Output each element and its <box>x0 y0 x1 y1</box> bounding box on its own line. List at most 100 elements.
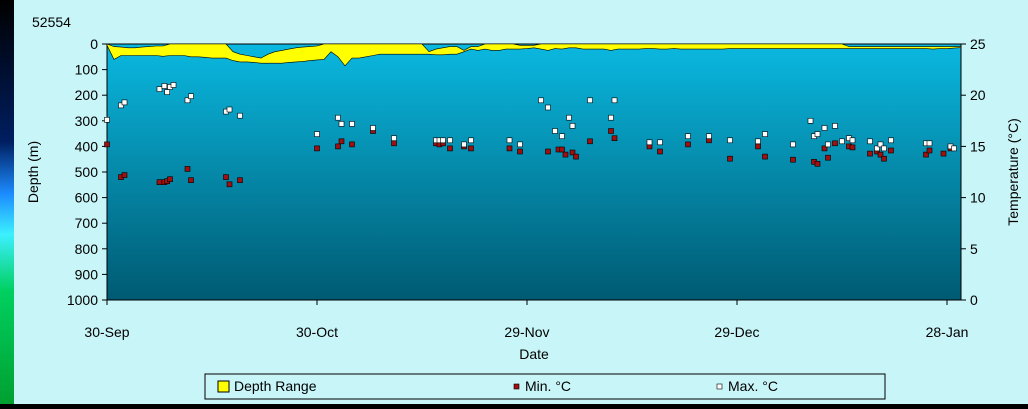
max-temp-point <box>569 123 576 129</box>
x-tick-label: 30-Oct <box>296 324 338 340</box>
x-axis-label: Date <box>519 346 549 362</box>
chart-title: 52554 <box>32 14 71 30</box>
max-temp-point <box>867 138 873 145</box>
depth-range-area <box>106 43 962 67</box>
min-temp-point <box>926 147 933 154</box>
min-temp-point <box>184 166 191 172</box>
min-temp-point <box>573 153 579 160</box>
min-temp-point <box>335 143 341 150</box>
y-right-tick-label: 15 <box>970 138 986 154</box>
chart-panel: 52554 0 100 200 300 400 500 600 700 800 900 1000 0 5… <box>14 0 1028 404</box>
max-temp-point <box>611 97 618 104</box>
decorative-gradient-bar <box>0 0 14 404</box>
max-temp-point <box>839 138 845 145</box>
max-temp-point <box>755 138 761 145</box>
y-left-tick-label: 200 <box>75 87 99 103</box>
max-temp-point <box>370 125 376 131</box>
max-temp-point <box>314 131 320 137</box>
max-temp-point <box>506 137 513 144</box>
min-temp-point <box>814 161 821 167</box>
min-temp-point <box>237 177 243 183</box>
min-temp-point <box>104 141 110 148</box>
x-tick-label: 29-Nov <box>504 324 549 340</box>
min-temp-point <box>825 154 831 161</box>
axes-layer: 0 100 200 300 400 500 600 700 800 900 1000 0 5 10 15 20… <box>67 36 986 340</box>
y-left-tick-label: 0 <box>90 36 98 52</box>
depth-range-layer <box>106 43 962 67</box>
min-temp-point <box>867 150 873 157</box>
min-temp-point <box>545 148 551 155</box>
min-temp-point <box>923 151 929 158</box>
min-temp-point <box>849 144 856 151</box>
y-left-tick-label: 400 <box>75 138 99 154</box>
legend-depth-range-label: Depth Range <box>234 378 317 394</box>
y-right-tick-label: 25 <box>970 36 986 52</box>
max-temp-point <box>587 97 593 104</box>
min-temp-point <box>608 128 614 134</box>
max-temp-point <box>877 141 884 148</box>
max-temp-point <box>440 137 446 144</box>
min-temp-point <box>940 150 947 157</box>
y-left-tick-label: 1000 <box>67 292 98 308</box>
min-temp-point <box>188 177 194 183</box>
min-temp-point <box>391 140 397 147</box>
y-left-tick-label: 700 <box>75 215 99 231</box>
max-temp-point <box>832 123 838 129</box>
y-left-tick-label: 600 <box>75 190 99 206</box>
max-temp-point <box>468 137 474 144</box>
min-temp-point <box>349 141 355 148</box>
min-temp-point <box>762 153 768 160</box>
max-temp-point <box>161 83 168 89</box>
y-right-tick-label: 20 <box>970 87 986 103</box>
max-temp-point <box>706 133 712 139</box>
legend-box <box>204 373 886 400</box>
min-temp-point <box>517 148 523 155</box>
y-right-tick-label: 0 <box>970 292 978 308</box>
max-temp-point <box>874 145 880 152</box>
min-temp-point <box>881 155 887 162</box>
max-temp-point <box>104 117 110 123</box>
max-temp-point <box>538 97 544 104</box>
max-temp-point <box>566 114 572 121</box>
max-temp-point <box>608 114 614 121</box>
max-temp-point <box>338 121 345 127</box>
max-temp-point <box>888 137 894 144</box>
min-temp-point <box>167 176 173 182</box>
y-left-tick-label: 300 <box>75 113 99 129</box>
max-temp-point <box>559 133 565 139</box>
max-temp-point <box>646 139 653 146</box>
min-temp-point <box>121 172 128 178</box>
min-temperature-series <box>104 128 954 188</box>
x-tick-label: 29-Dec <box>714 324 759 340</box>
max-temp-point <box>391 135 397 141</box>
min-temp-point <box>727 155 733 162</box>
min-temp-point <box>790 156 796 163</box>
min-temp-point <box>755 143 761 150</box>
legend: Depth Range Min. °C Max. °C <box>204 373 886 400</box>
max-temp-point <box>545 104 551 111</box>
max-temp-point <box>951 145 957 152</box>
min-temp-point <box>821 145 828 152</box>
y-right-tick-label: 5 <box>970 241 978 257</box>
y-left-tick-label: 900 <box>75 266 99 282</box>
max-temp-point <box>849 137 856 144</box>
max-temp-point <box>156 86 163 92</box>
max-temp-point <box>164 89 170 95</box>
depth-temperature-chart: 52554 0 100 200 300 400 500 600 700 800 900 1000 0 5… <box>25 14 1021 400</box>
max-temp-point <box>226 106 233 113</box>
y-left-tick-label: 800 <box>75 241 99 257</box>
min-temp-point <box>877 151 884 158</box>
max-temp-point <box>685 133 691 139</box>
min-temp-point <box>611 135 618 141</box>
max-temp-point <box>790 141 796 148</box>
min-temp-point <box>832 140 838 147</box>
max-temp-point <box>447 137 453 144</box>
max-temp-point <box>657 139 663 146</box>
max-temp-point <box>118 102 124 109</box>
min-temp-point <box>468 145 474 152</box>
max-temp-point <box>881 145 887 152</box>
min-temp-point <box>562 151 569 158</box>
y-left-tick-label: 500 <box>75 164 99 180</box>
min-temp-point <box>447 145 453 152</box>
min-temp-point <box>559 146 565 153</box>
